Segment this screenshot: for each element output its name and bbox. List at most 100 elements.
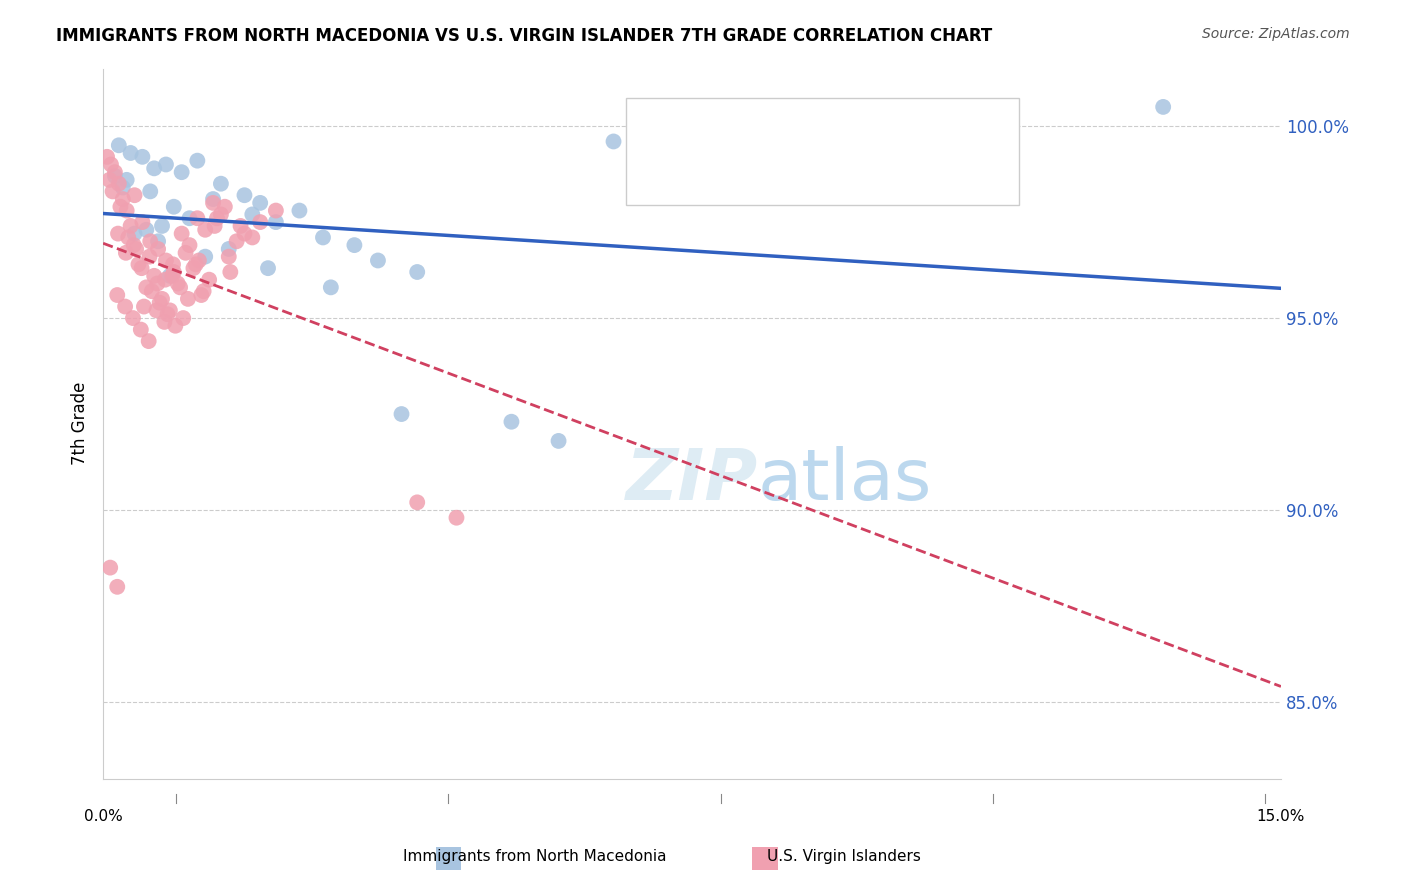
Point xyxy=(179,238,201,252)
Point xyxy=(169,280,191,294)
Point xyxy=(131,150,153,164)
Point xyxy=(138,334,160,348)
Text: R =  0.171   N = 74: R = 0.171 N = 74 xyxy=(703,158,865,176)
Point xyxy=(139,234,162,248)
Point xyxy=(111,192,134,206)
Point xyxy=(149,295,172,310)
Point xyxy=(155,253,177,268)
Text: atlas: atlas xyxy=(758,446,932,515)
Point xyxy=(98,560,121,574)
Point xyxy=(153,273,176,287)
Point xyxy=(131,215,153,229)
Point xyxy=(193,284,215,298)
Point xyxy=(124,188,146,202)
Point xyxy=(125,242,148,256)
Point xyxy=(249,195,271,210)
Point xyxy=(225,234,247,248)
Point xyxy=(120,219,142,233)
Point xyxy=(194,223,217,237)
Point xyxy=(129,322,152,336)
Point xyxy=(1152,100,1174,114)
Point xyxy=(108,177,131,191)
Point xyxy=(205,211,228,226)
Point xyxy=(170,165,193,179)
Point xyxy=(124,227,146,241)
Point xyxy=(406,265,429,279)
Point xyxy=(141,284,163,298)
Point xyxy=(288,203,311,218)
Point xyxy=(156,307,179,321)
Point xyxy=(367,253,389,268)
Point xyxy=(98,173,121,187)
Point xyxy=(257,261,280,276)
Point xyxy=(406,495,429,509)
Point xyxy=(240,207,263,221)
Point xyxy=(135,280,157,294)
Text: Immigrants from North Macedonia: Immigrants from North Macedonia xyxy=(402,849,666,863)
Point xyxy=(105,288,128,302)
Text: Source: ZipAtlas.com: Source: ZipAtlas.com xyxy=(1202,27,1350,41)
Point xyxy=(219,265,242,279)
Point xyxy=(155,157,177,171)
Point xyxy=(159,268,181,283)
Point xyxy=(218,242,240,256)
Point xyxy=(122,238,145,252)
Point xyxy=(105,580,128,594)
Point xyxy=(240,230,263,244)
Point xyxy=(132,300,155,314)
Point xyxy=(101,185,124,199)
Point xyxy=(233,188,256,202)
Point xyxy=(131,261,153,276)
Point xyxy=(194,250,217,264)
Point xyxy=(229,219,252,233)
Point xyxy=(312,230,335,244)
Point xyxy=(264,215,287,229)
Point xyxy=(160,268,183,283)
Point xyxy=(602,135,624,149)
Point xyxy=(159,303,181,318)
Point xyxy=(177,292,200,306)
Point xyxy=(186,211,208,226)
Point xyxy=(214,200,236,214)
Text: ZIP: ZIP xyxy=(626,446,758,515)
Point xyxy=(122,311,145,326)
Point xyxy=(145,303,167,318)
Point xyxy=(104,165,127,179)
Point xyxy=(209,207,232,221)
Point xyxy=(138,250,160,264)
Point xyxy=(190,288,212,302)
Point xyxy=(146,277,169,291)
Point xyxy=(104,169,127,183)
Point xyxy=(501,415,523,429)
Point xyxy=(391,407,413,421)
Point xyxy=(547,434,569,448)
Point xyxy=(202,192,225,206)
Point xyxy=(233,227,256,241)
Point xyxy=(184,257,207,271)
Point xyxy=(117,230,139,244)
Point xyxy=(111,180,134,194)
Point xyxy=(143,161,166,176)
Point xyxy=(163,200,186,214)
Point xyxy=(139,185,162,199)
Point xyxy=(446,510,468,524)
Point xyxy=(343,238,366,252)
Point xyxy=(114,300,136,314)
Point xyxy=(179,211,201,226)
Point xyxy=(186,153,208,168)
Point xyxy=(115,203,138,218)
Point xyxy=(249,215,271,229)
Point xyxy=(135,223,157,237)
Point xyxy=(146,234,169,248)
Point xyxy=(319,280,342,294)
Point xyxy=(174,245,197,260)
Point xyxy=(209,177,232,191)
Point xyxy=(153,315,176,329)
Point xyxy=(165,318,187,333)
Text: R = 0.310   N = 38: R = 0.310 N = 38 xyxy=(703,122,860,140)
Point xyxy=(107,227,129,241)
Point xyxy=(143,268,166,283)
Point xyxy=(187,253,209,268)
Point xyxy=(264,203,287,218)
Point xyxy=(162,257,184,271)
